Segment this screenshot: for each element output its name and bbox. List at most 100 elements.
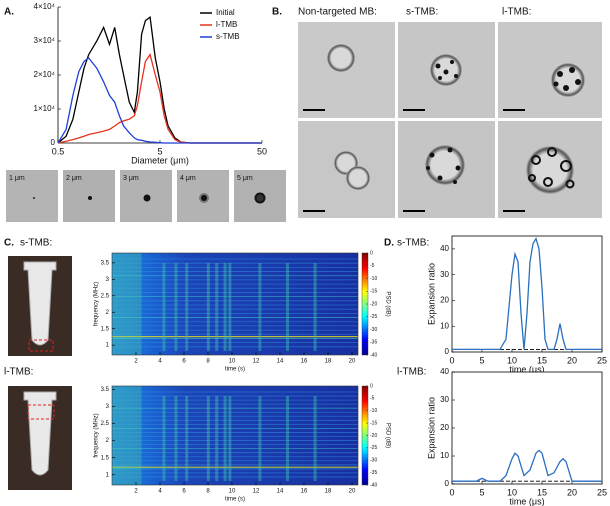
legend-label: s-TMB [216,32,240,41]
data-line [452,236,602,351]
colorbar-tick-label: 0 [370,383,373,389]
y-tick-label: 1.5 [101,326,110,332]
colorbar-tick-label: -35 [370,470,377,476]
x-tick-label: 14 [277,359,284,365]
y-tick-label: 2.5 [101,421,110,427]
x-tick-label: 10 [507,487,517,497]
legend-label: l-TMB [216,20,237,29]
spectral-burst [162,396,166,481]
x-tick-label: 0.5 [52,146,65,156]
y-tick-label: 40 [440,367,449,376]
y-tick-label: 10 [440,451,449,460]
colorbar-tick-label: -35 [370,340,377,346]
y-tick-label: 2 [106,310,110,316]
x-tick-label: 0 [449,355,454,365]
colorbar-tick-label: -30 [370,327,377,333]
spectral-burst [313,396,317,481]
frame [111,385,359,486]
spectrogram-image [112,253,358,355]
column-header: Non-targeted MB: [298,7,377,18]
y-tick-label: 0 [445,479,450,488]
y-tick-label: 2.5 [101,293,110,299]
colorbar-tick-label: -25 [370,445,377,451]
y-axis-label: Expansion ratio [426,263,436,325]
colorbar-tick-label: -10 [370,408,377,414]
data-line [452,449,602,482]
x-tick-label: 12 [253,489,260,495]
thumbnail [63,170,115,222]
spectral-burst [258,263,262,351]
spectral-burst [258,396,262,481]
spectral-burst [206,396,210,481]
x-tick-label: 20 [349,489,356,495]
x-axis-label: time (μs) [509,496,544,506]
y-tick-label: 10 [440,321,449,330]
colorbar-tick-label: -15 [370,289,377,295]
colorbar-tick-label: -5 [370,263,375,269]
x-tick-label: 15 [537,355,547,365]
y-tick-label: 4×10⁴ [34,2,56,11]
y-tick-label: 2 [106,438,110,444]
colorbar-tick-label: 0 [370,250,373,256]
thumbnail-label: 4 μm [180,175,196,182]
y-tick-label: 2×10⁴ [34,70,56,79]
y-tick-label: 3×10⁴ [34,36,56,45]
thumbnail-label: 3 μm [123,175,139,182]
thumbnails: 1 μm 2 μm 3 μm 4 μm 5 μm [6,170,286,222]
spectrogram-image [112,386,358,485]
thumbnail-label: 5 μm [237,175,253,182]
spectral-burst [228,396,232,481]
colorbar-tick-label: -10 [370,276,377,282]
y-tick-label: 1 [106,472,110,478]
sample-label: s-TMB: [20,238,52,249]
spectral-burst [215,263,219,351]
y-tick-label: 40 [440,244,449,253]
frame [111,252,359,356]
thumbnail-label: 2 μm [66,175,82,182]
spectral-burst [174,263,178,351]
y-tick-label: 1 [106,343,110,349]
spectral-burst [206,263,210,351]
y-tick-label: 20 [440,296,449,305]
y-tick-label: 3 [106,404,110,410]
spectral-burst [185,263,189,351]
x-tick-label: 25 [597,487,607,497]
spectral-burst [174,396,178,481]
y-tick-label: 3.5 [101,260,110,266]
colorbar-tick-label: -30 [370,458,377,464]
spectral-burst [313,263,317,351]
y-axis-label: Expansion ratio [426,397,436,459]
panel-label: C. [4,238,14,249]
thumbnail [6,170,58,222]
colorbar-tick-label: -25 [370,314,377,320]
y-axis-label: frequency (MHz) [94,282,100,326]
colorbar-tick-label: -5 [370,396,375,402]
tube-photos [8,256,72,490]
spectral-burst [223,263,227,351]
x-tick-label: 18 [325,489,332,495]
spectral-onset [112,386,142,485]
micrographs [298,22,602,218]
y-tick-label: 3 [106,277,110,283]
frame [451,371,603,485]
x-axis-label: time (μs) [509,364,544,374]
x-tick-label: 6 [182,359,186,365]
spectral-burst [228,263,232,351]
x-tick-label: 12 [253,359,260,365]
x-tick-label: 6 [182,489,186,495]
x-tick-label: 20 [567,487,577,497]
panel-label: A. [4,7,14,18]
panel-label: D. [384,238,394,249]
x-tick-label: 2 [134,359,138,365]
x-tick-label: 20 [349,359,356,365]
spectral-burst [286,263,289,351]
sample-label: l-TMB: [397,367,426,378]
x-tick-label: 10 [229,489,236,495]
x-tick-label: 5 [157,146,162,156]
thumbnail-label: 1 μm [9,175,25,182]
y-tick-label: 30 [440,395,449,404]
column-header: l-TMB: [502,7,531,18]
y-axis-label: frequency (MHz) [94,413,100,457]
spectral-burst [215,396,219,481]
